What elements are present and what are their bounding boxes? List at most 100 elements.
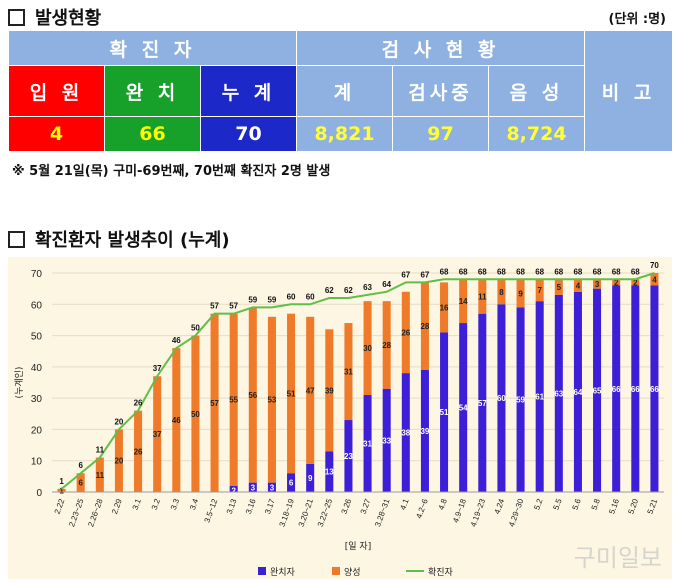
x-tick-label: 5.16 bbox=[607, 497, 621, 515]
x-tick-label: 5.6 bbox=[571, 497, 583, 511]
data-label-positive: 4 bbox=[652, 275, 657, 284]
data-label-cumulative: 68 bbox=[497, 267, 506, 276]
data-label-positive: 53 bbox=[267, 396, 276, 405]
bar-positive bbox=[516, 279, 525, 308]
bar-positive bbox=[535, 279, 544, 302]
data-label-positive: 7 bbox=[537, 286, 542, 295]
data-label-positive: 4 bbox=[576, 282, 581, 291]
data-label-positive: 5 bbox=[557, 283, 562, 292]
bar-recovered bbox=[363, 395, 372, 492]
data-label-positive: 37 bbox=[153, 430, 162, 439]
data-label-recovered: 31 bbox=[363, 440, 372, 449]
bar-recovered bbox=[554, 294, 563, 492]
x-tick-label: 3.1 bbox=[131, 497, 143, 511]
data-label-cumulative: 59 bbox=[267, 295, 276, 304]
test-total-header: 계 bbox=[296, 65, 393, 117]
section2-title: 확진환자 발생추이 (누계) bbox=[8, 226, 230, 252]
bar-positive bbox=[325, 329, 334, 452]
x-tick-label: 4.9~18 bbox=[451, 497, 468, 524]
bar-positive bbox=[612, 279, 621, 286]
legend-label: 양성 bbox=[344, 567, 361, 578]
data-label-recovered: 23 bbox=[344, 452, 353, 461]
y-tick-label: 0 bbox=[36, 488, 42, 499]
legend-label: 완치자 bbox=[270, 566, 296, 578]
data-label-recovered: 57 bbox=[478, 399, 487, 408]
bar-positive bbox=[382, 301, 391, 389]
x-tick-label: 3.4 bbox=[188, 497, 200, 511]
test-total-value: 8,821 bbox=[296, 116, 393, 152]
data-label-cumulative: 59 bbox=[248, 295, 257, 304]
bar-recovered bbox=[593, 288, 602, 492]
x-tick-label: 5.2 bbox=[532, 497, 544, 511]
bar-positive bbox=[344, 323, 353, 421]
x-tick-label: 3.13 bbox=[225, 497, 239, 515]
data-label-cumulative: 60 bbox=[306, 292, 315, 301]
bar-positive bbox=[114, 429, 123, 492]
y-tick-label: 50 bbox=[31, 332, 43, 343]
bar-recovered bbox=[440, 332, 449, 492]
bar-recovered bbox=[306, 463, 315, 492]
x-tick-label: 2.29 bbox=[110, 497, 124, 515]
data-label-cumulative: 64 bbox=[382, 280, 391, 289]
x-tick-label: 5.21 bbox=[646, 497, 660, 515]
section1-title: 발생현황 bbox=[8, 4, 101, 30]
bar-positive bbox=[478, 279, 487, 314]
x-tick-label: 3.2 bbox=[150, 497, 162, 511]
data-label-positive: 11 bbox=[478, 292, 487, 301]
bar-positive bbox=[363, 301, 372, 396]
bar-recovered bbox=[401, 373, 410, 492]
x-tick-label: 3.20~21 bbox=[297, 497, 316, 528]
status-table: 확 진 자 검 사 현 황 비 고 입 원 완 치 누 계 계 검사중 음 성 … bbox=[8, 30, 674, 152]
data-label-positive: 2 bbox=[614, 278, 619, 287]
data-label-positive: 47 bbox=[306, 386, 315, 395]
y-tick-label: 20 bbox=[31, 425, 43, 436]
data-label-cumulative: 26 bbox=[134, 399, 143, 408]
x-tick-label: 4.19~23 bbox=[469, 497, 488, 528]
remark-header: 비 고 bbox=[584, 30, 674, 152]
data-label-recovered: 51 bbox=[440, 408, 449, 417]
data-label-positive: 8 bbox=[499, 288, 504, 297]
legend-label: 확진자 bbox=[428, 566, 454, 578]
data-label-recovered: 66 bbox=[612, 385, 621, 394]
data-label-recovered: 66 bbox=[631, 385, 640, 394]
data-label-cumulative: 68 bbox=[554, 267, 563, 276]
bar-positive bbox=[287, 313, 296, 474]
bar-recovered bbox=[382, 388, 391, 492]
data-label-positive: 2 bbox=[633, 278, 638, 287]
negative-value: 8,724 bbox=[487, 116, 586, 152]
negative-header: 음 성 bbox=[487, 65, 586, 117]
data-label-cumulative: 62 bbox=[344, 286, 353, 295]
x-tick-label: 3.28~31 bbox=[373, 497, 392, 528]
data-label-positive: 1 bbox=[59, 486, 64, 495]
x-tick-label: 2.22 bbox=[53, 497, 67, 515]
recovered-header: 완 치 bbox=[104, 65, 201, 117]
checkbox-square-icon bbox=[8, 8, 25, 26]
data-label-positive: 11 bbox=[96, 471, 105, 480]
section2-title-text: 확진환자 발생추이 (누계) bbox=[35, 230, 230, 251]
bar-recovered bbox=[344, 420, 353, 492]
watermark: 구미일보 bbox=[573, 544, 662, 572]
data-label-recovered: 61 bbox=[535, 393, 544, 402]
x-tick-label: 2.26~28 bbox=[86, 497, 105, 528]
bar-positive bbox=[401, 291, 410, 374]
x-tick-label: 4.2~6 bbox=[414, 497, 430, 520]
data-label-recovered: 59 bbox=[516, 396, 525, 405]
data-label-positive: 55 bbox=[229, 396, 238, 405]
x-tick-label: 4.29~30 bbox=[507, 497, 526, 528]
bar-positive bbox=[134, 410, 143, 492]
data-label-positive: 51 bbox=[287, 389, 296, 398]
bar-positive bbox=[573, 279, 582, 292]
data-label-cumulative: 6 bbox=[78, 461, 83, 470]
bar-recovered bbox=[287, 473, 296, 492]
data-label-positive: 20 bbox=[114, 457, 123, 466]
data-label-positive: 26 bbox=[401, 328, 410, 337]
bar-positive bbox=[650, 273, 659, 286]
data-label-recovered: 54 bbox=[459, 404, 468, 413]
x-tick-label: 3.26 bbox=[340, 497, 354, 515]
data-label-cumulative: 68 bbox=[516, 267, 525, 276]
bar-recovered bbox=[248, 482, 257, 492]
data-label-positive: 26 bbox=[134, 447, 143, 456]
cumulative-value: 70 bbox=[200, 116, 297, 152]
data-label-cumulative: 63 bbox=[363, 283, 372, 292]
legend-swatch bbox=[258, 567, 266, 575]
